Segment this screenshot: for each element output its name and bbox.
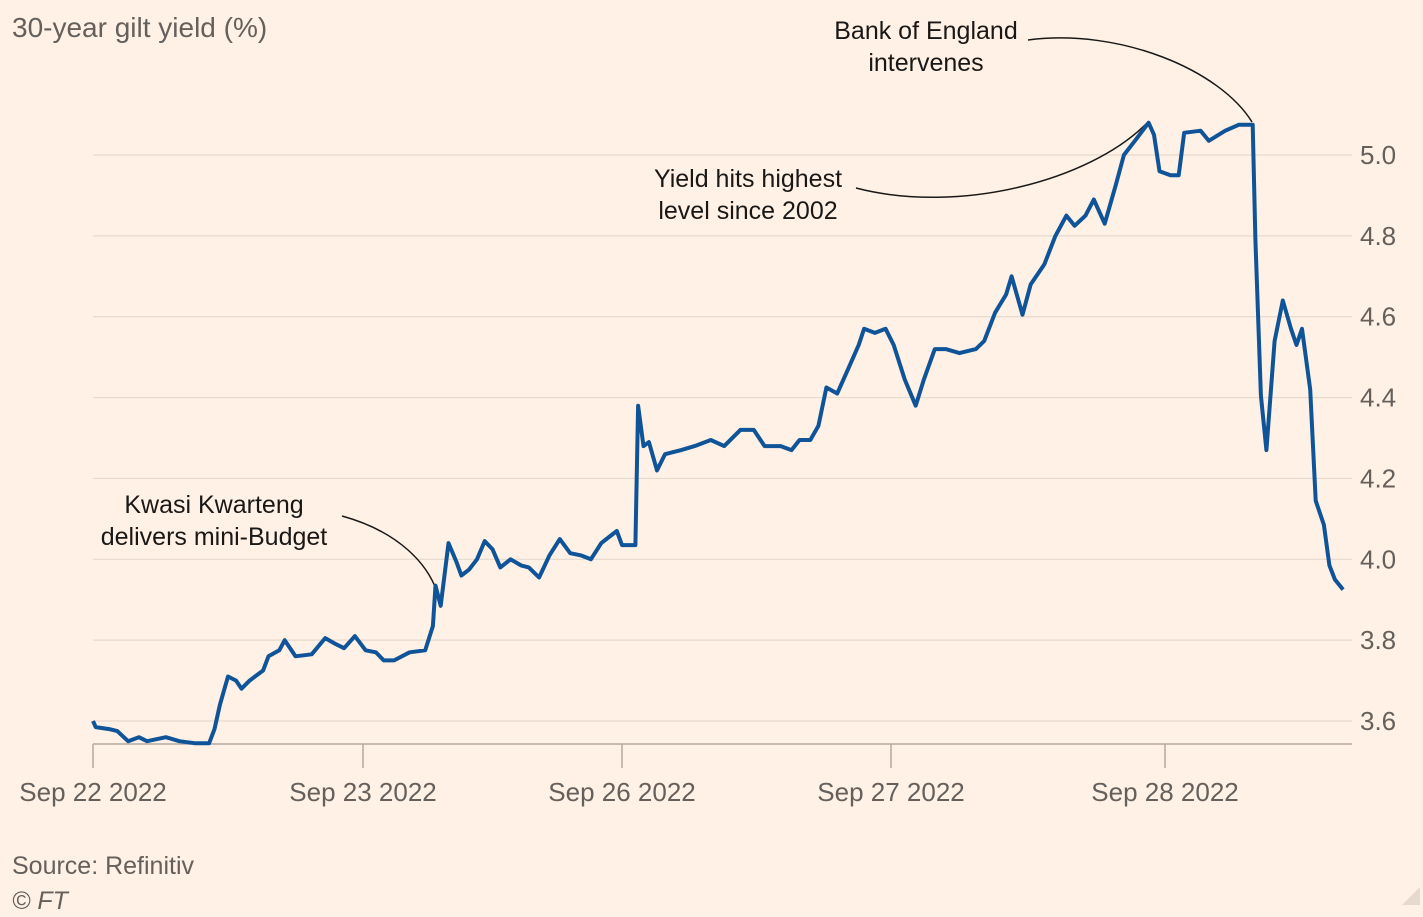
x-tick-label: Sep 23 2022 [289, 777, 436, 807]
leader-kwarteng [341, 515, 438, 593]
annotation-leaders [341, 37, 1253, 593]
x-tick-label: Sep 22 2022 [19, 777, 166, 807]
series-line-gilt-yield [91, 120, 1345, 746]
annotation-text: Kwasi Kwarteng [124, 491, 303, 519]
copyright-note: © FT [12, 887, 68, 915]
y-tick-label: 4.4 [1360, 383, 1396, 413]
annotation-kwarteng: Kwasi Kwarteng delivers mini-Budget [101, 491, 328, 551]
y-tick-label: 4.6 [1360, 302, 1396, 332]
resize-corner-icon [1402, 887, 1420, 905]
annotation-highest: Yield hits highest level since 2002 [654, 165, 842, 225]
annotation-text: Yield hits highest [654, 165, 842, 193]
y-tick-label: 4.0 [1360, 544, 1396, 574]
annotation-text: Bank of England [834, 17, 1017, 45]
annotation-text: intervenes [868, 49, 983, 77]
x-axis: Sep 22 2022 Sep 23 2022 Sep 26 2022 Sep 27 … [19, 744, 1239, 807]
y-tick-label: 3.6 [1360, 706, 1396, 736]
source-note: Source: Refinitiv [12, 852, 195, 880]
chart-title: 30-year gilt yield (%) [12, 12, 268, 43]
y-tick-label: 3.8 [1360, 625, 1396, 655]
annotation-text: level since 2002 [658, 197, 837, 225]
y-tick-label: 4.8 [1360, 221, 1396, 251]
gridlines [93, 154, 1352, 722]
x-tick-label: Sep 28 2022 [1091, 777, 1238, 807]
annotation-boe: Bank of England intervenes [834, 17, 1017, 77]
y-tick-label: 5.0 [1360, 140, 1396, 170]
x-tick-label: Sep 27 2022 [817, 777, 964, 807]
annotation-text: delivers mini-Budget [101, 523, 328, 551]
y-tick-label: 4.2 [1360, 463, 1396, 493]
leader-boe [1027, 37, 1253, 123]
x-tick-label: Sep 26 2022 [548, 777, 695, 807]
leader-highest [855, 123, 1147, 199]
y-axis: 3.6 3.8 4.0 4.2 4.4 4.6 4.8 5.0 [1360, 140, 1396, 736]
